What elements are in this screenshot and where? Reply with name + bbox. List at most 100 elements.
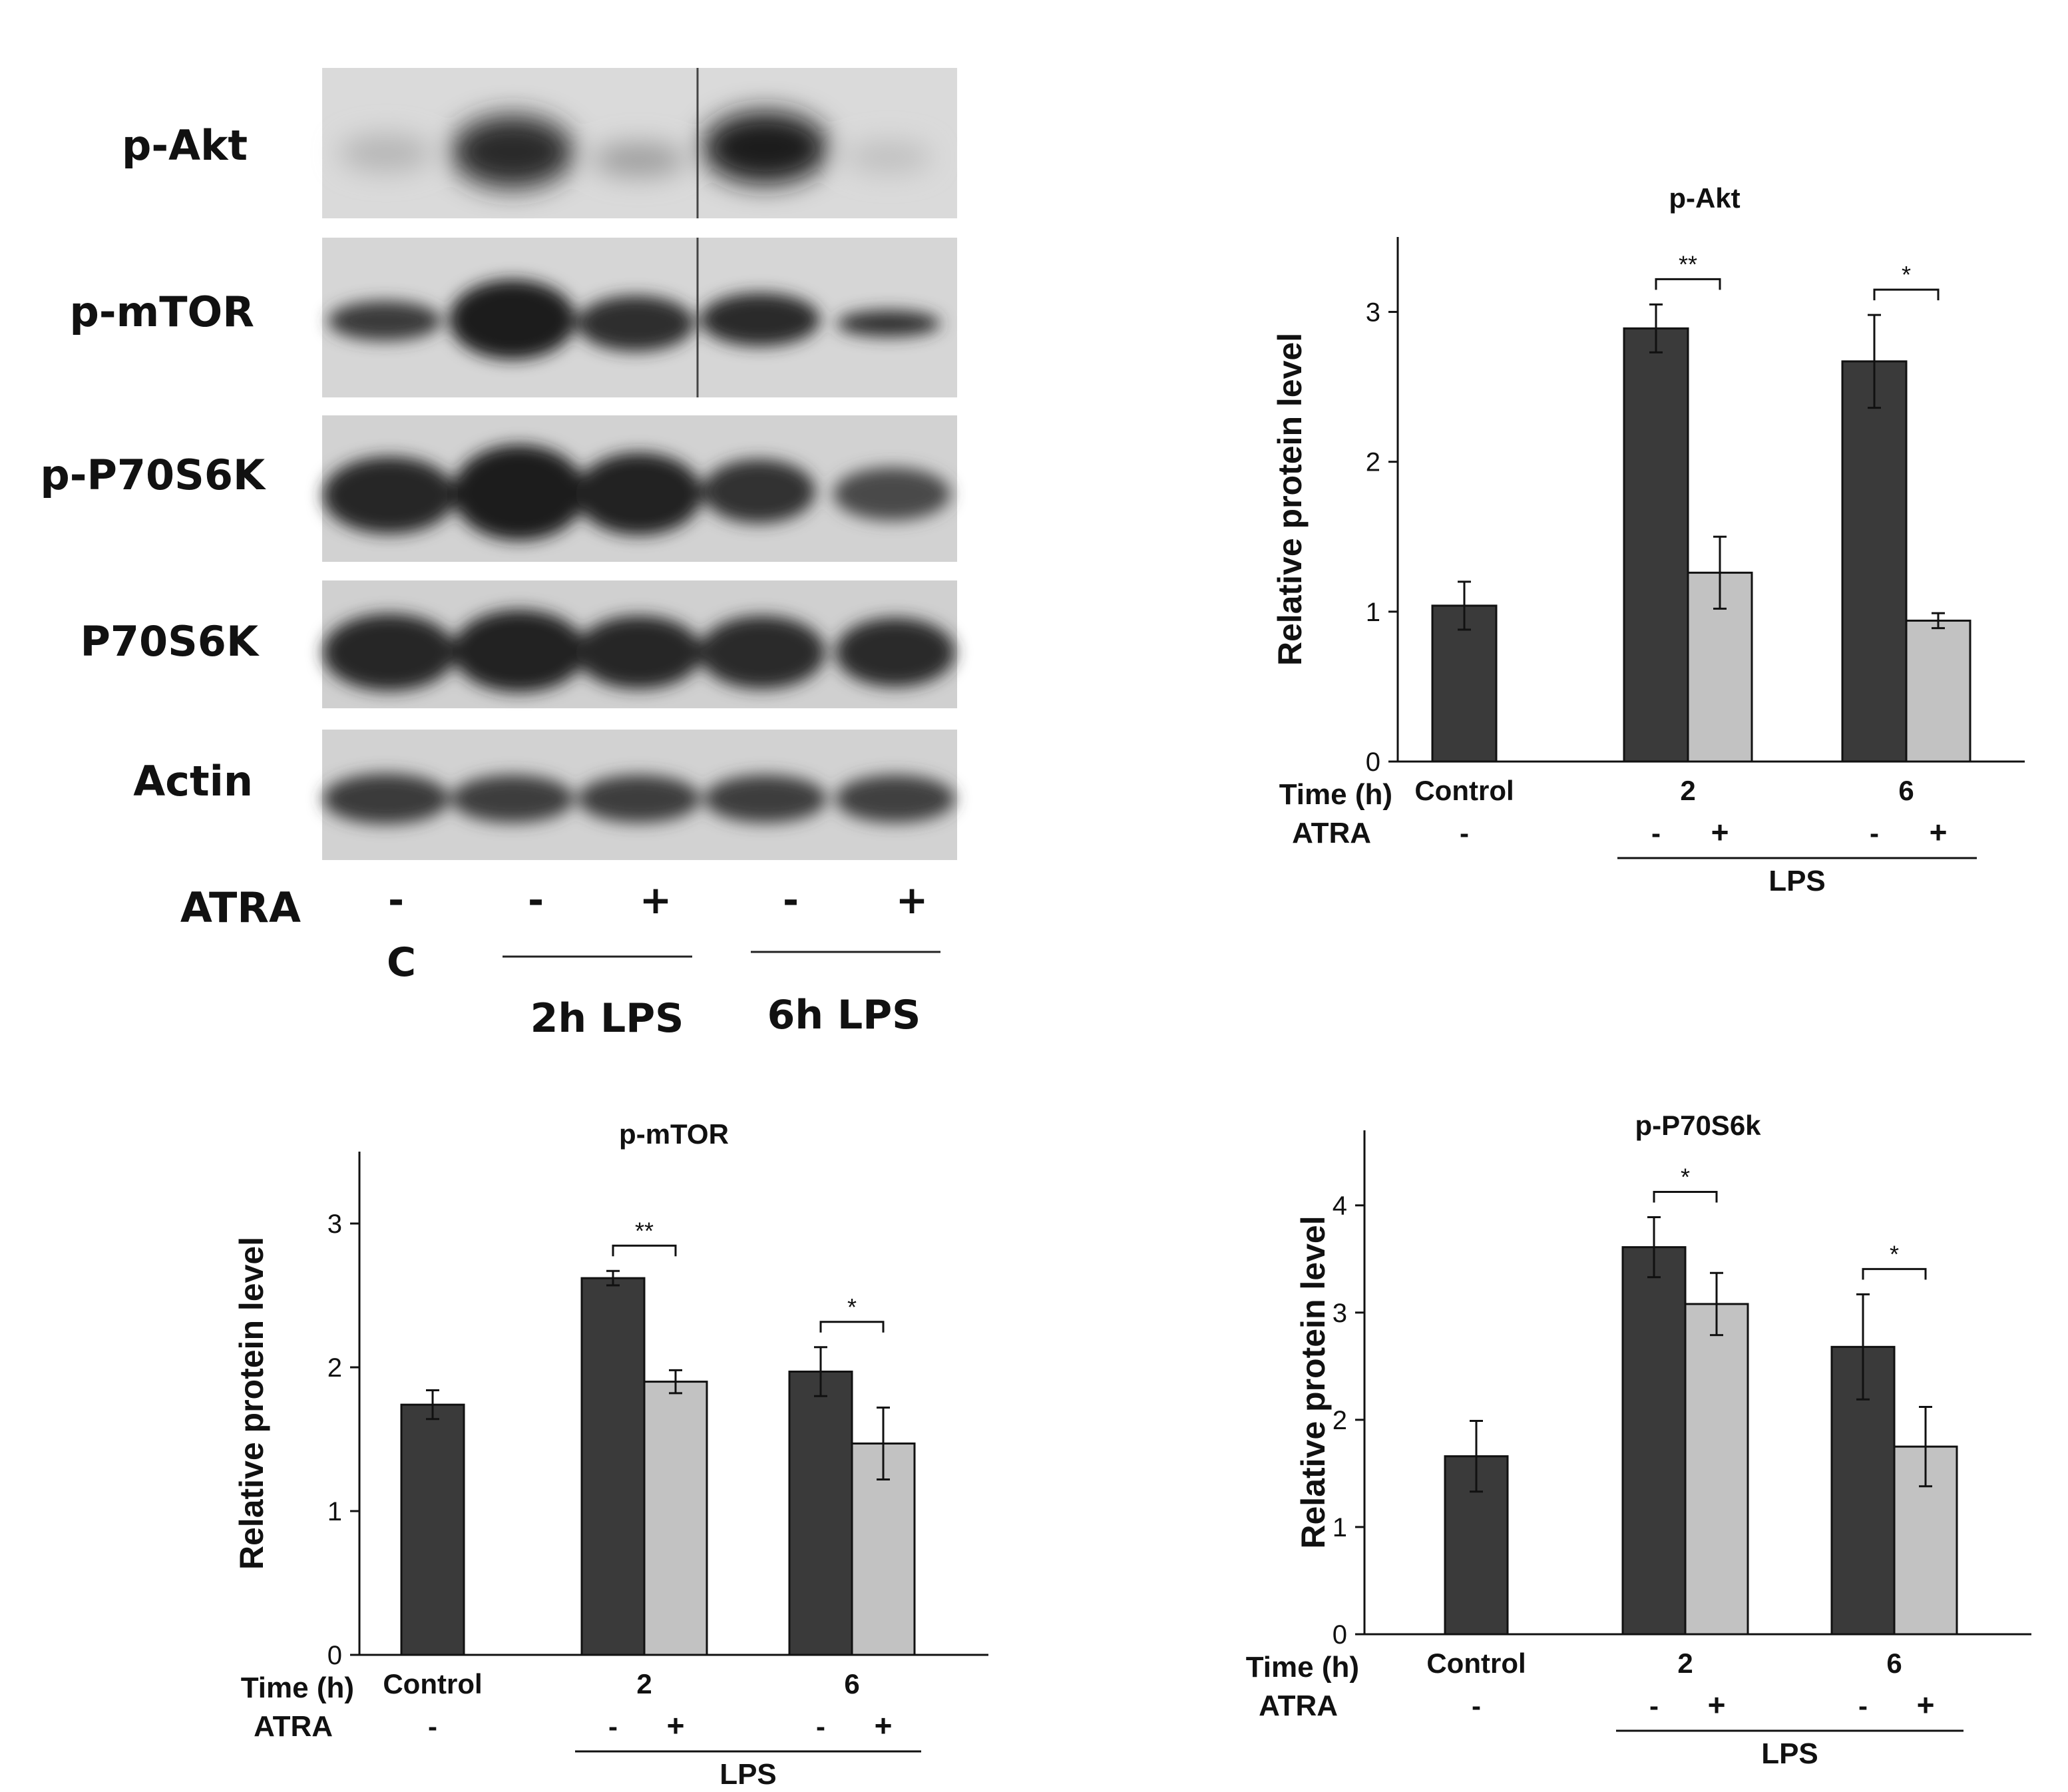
band: [449, 280, 576, 359]
blot-row-label: Actin: [133, 757, 253, 805]
band: [835, 775, 955, 823]
blot-atra-sign: -: [388, 877, 404, 923]
x-atra-sign: -: [608, 1711, 618, 1742]
band: [835, 618, 955, 687]
x-atra-sign: -: [1651, 817, 1661, 849]
blot-row-label: p-Akt: [122, 121, 248, 170]
band: [578, 775, 700, 823]
bar: [788, 1370, 853, 1656]
significance-label: *: [1681, 1163, 1690, 1190]
band: [453, 610, 586, 692]
bar: [1684, 1303, 1749, 1636]
x-atra-sign: +: [667, 1708, 685, 1743]
significance-bracket: [1873, 288, 1940, 301]
band: [453, 445, 586, 541]
y-tick-label: 4: [1333, 1192, 1347, 1221]
blot-atra-sign: -: [528, 877, 544, 923]
band: [845, 141, 932, 173]
x-atra-sign: -: [816, 1711, 825, 1742]
bar: [400, 1403, 465, 1656]
significance-label: *: [847, 1293, 857, 1321]
y-tick-label: 2: [1333, 1406, 1347, 1435]
x-atra-sign: -: [1870, 817, 1879, 849]
x-time-label: Time (h): [1279, 778, 1392, 811]
band: [704, 775, 827, 823]
x-atra-sign: -: [428, 1711, 437, 1742]
x-group-label: 6: [1898, 775, 1914, 806]
band: [576, 616, 702, 689]
x-atra-sign: +: [875, 1708, 893, 1743]
chart-title: p-mTOR: [619, 1118, 729, 1150]
y-tick-label: 0: [1333, 1620, 1347, 1650]
bar: [1623, 327, 1689, 763]
y-tick-label: 3: [1333, 1299, 1347, 1328]
band: [837, 310, 940, 337]
band: [700, 293, 820, 346]
bar: [1621, 1246, 1687, 1636]
band: [592, 143, 686, 176]
chart-title: p-P70S6k: [1635, 1110, 1761, 1141]
blot-atra-sign: -: [783, 877, 799, 923]
x-atra-label: ATRA: [1292, 817, 1371, 849]
significance-bracket: [1653, 1190, 1718, 1203]
blot-strip-p-akt: [322, 68, 957, 218]
blot-strip-p70s6k: [322, 580, 957, 708]
blot-group-label-2h: 2h LPS: [530, 995, 684, 1042]
band: [328, 301, 441, 341]
x-lps-label: LPS: [1768, 865, 1826, 897]
x-time-label: Time (h): [1246, 1651, 1359, 1683]
band: [577, 296, 694, 351]
y-axis-label: Relative protein level: [1295, 1216, 1332, 1548]
y-tick-label: 0: [327, 1641, 342, 1670]
significance-label: **: [1679, 250, 1697, 278]
blot-row-label: P70S6K: [80, 617, 260, 666]
band: [576, 453, 702, 535]
band: [699, 616, 825, 689]
x-group-label: Control: [383, 1668, 482, 1699]
significance-bracket: [819, 1321, 885, 1333]
y-tick-label: 1: [1366, 598, 1380, 627]
band: [323, 614, 456, 691]
x-atra-sign: +: [1711, 815, 1729, 849]
blot-control-label: C: [387, 939, 416, 986]
y-tick-label: 3: [1366, 298, 1380, 328]
significance-bracket: [1655, 278, 1721, 290]
band: [451, 115, 574, 188]
x-atra-sign: -: [1649, 1690, 1659, 1721]
x-atra-sign: +: [1930, 815, 1948, 849]
significance-label: **: [635, 1217, 654, 1244]
x-lps-label: LPS: [720, 1758, 777, 1791]
band: [833, 467, 950, 521]
blot-row-label: p-mTOR: [70, 288, 254, 336]
band: [339, 134, 433, 172]
blot-group-label-6h: 6h LPS: [767, 992, 921, 1038]
bar: [1905, 619, 1971, 763]
x-atra-sign: +: [1708, 1687, 1726, 1722]
x-group-label: 6: [1886, 1648, 1902, 1679]
bar: [580, 1277, 646, 1656]
significance-label: *: [1902, 261, 1911, 288]
x-group-label: 2: [636, 1668, 652, 1699]
blot-atra-sign: +: [896, 877, 929, 923]
x-group-label: 2: [1677, 1648, 1693, 1679]
band: [323, 457, 456, 534]
band: [702, 459, 815, 523]
x-group-label: Control: [1414, 775, 1514, 806]
x-atra-sign: -: [1472, 1690, 1481, 1721]
significance-bracket: [1862, 1267, 1927, 1280]
x-atra-sign: -: [1858, 1690, 1868, 1721]
chart-title: p-Akt: [1669, 182, 1740, 214]
y-tick-label: 2: [1366, 448, 1380, 477]
x-group-label: 6: [844, 1668, 859, 1699]
x-atra-sign: +: [1917, 1687, 1935, 1722]
bar: [643, 1381, 708, 1656]
blot-strip-p-p70s6k: [322, 415, 957, 562]
blot-atra-label: ATRA: [180, 883, 301, 932]
blot-strip-p-mtor: [322, 238, 957, 397]
blot-row-label: p-P70S6K: [40, 451, 266, 499]
band: [702, 111, 829, 184]
significance-bracket: [612, 1244, 677, 1257]
